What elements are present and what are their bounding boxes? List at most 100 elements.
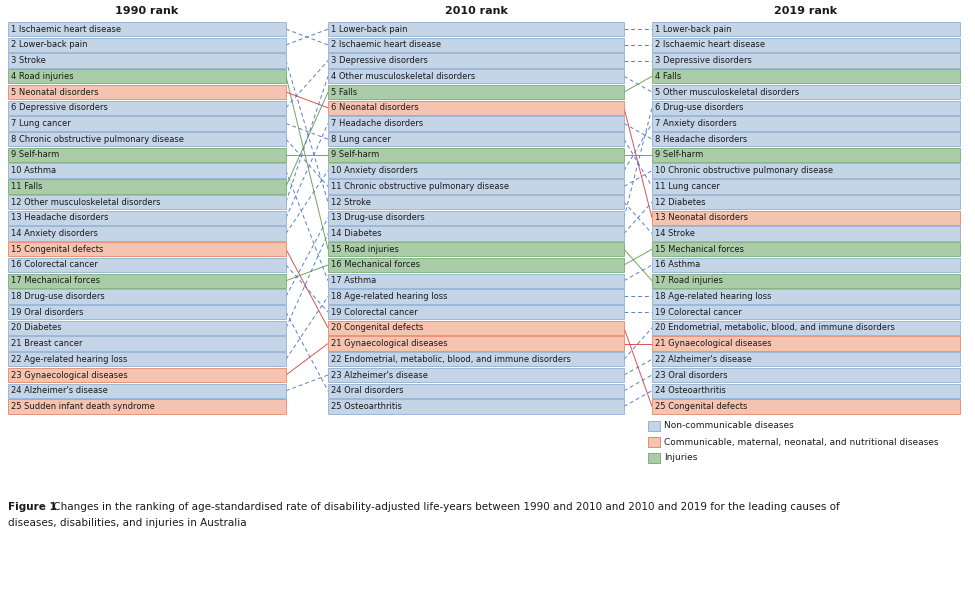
Text: 20 Diabetes: 20 Diabetes <box>11 323 61 332</box>
FancyBboxPatch shape <box>328 53 624 68</box>
Text: 19 Colorectal cancer: 19 Colorectal cancer <box>655 307 742 316</box>
FancyBboxPatch shape <box>328 148 624 162</box>
FancyBboxPatch shape <box>8 242 286 257</box>
FancyBboxPatch shape <box>328 85 624 99</box>
FancyBboxPatch shape <box>8 226 286 240</box>
Text: 24 Osteoarthritis: 24 Osteoarthritis <box>655 386 725 395</box>
Text: 11 Lung cancer: 11 Lung cancer <box>655 182 720 191</box>
FancyBboxPatch shape <box>328 37 624 52</box>
FancyBboxPatch shape <box>652 336 960 351</box>
FancyBboxPatch shape <box>648 437 660 447</box>
FancyBboxPatch shape <box>652 305 960 320</box>
Text: 2019 rank: 2019 rank <box>774 6 838 16</box>
FancyBboxPatch shape <box>652 53 960 68</box>
Text: 4 Road injuries: 4 Road injuries <box>11 72 74 81</box>
Text: 5 Falls: 5 Falls <box>331 88 357 97</box>
Text: 12 Other musculoskeletal disorders: 12 Other musculoskeletal disorders <box>11 198 161 207</box>
FancyBboxPatch shape <box>328 336 624 351</box>
Text: 7 Lung cancer: 7 Lung cancer <box>11 119 71 128</box>
FancyBboxPatch shape <box>8 101 286 115</box>
Text: diseases, disabilities, and injuries in Australia: diseases, disabilities, and injuries in … <box>8 518 247 528</box>
Text: 9 Self-harm: 9 Self-harm <box>331 150 379 159</box>
Text: 14 Anxiety disorders: 14 Anxiety disorders <box>11 229 98 238</box>
Text: 10 Chronic obstructive pulmonary disease: 10 Chronic obstructive pulmonary disease <box>655 166 833 175</box>
FancyBboxPatch shape <box>8 117 286 130</box>
FancyBboxPatch shape <box>652 85 960 99</box>
Text: Communicable, maternal, neonatal, and nutritional diseases: Communicable, maternal, neonatal, and nu… <box>664 437 939 446</box>
Text: 2 Ischaemic heart disease: 2 Ischaemic heart disease <box>655 40 765 50</box>
Text: 7 Anxiety disorders: 7 Anxiety disorders <box>655 119 737 128</box>
Text: 18 Age-related hearing loss: 18 Age-related hearing loss <box>655 292 771 301</box>
FancyBboxPatch shape <box>652 368 960 382</box>
Text: 19 Oral disorders: 19 Oral disorders <box>11 307 84 316</box>
FancyBboxPatch shape <box>328 101 624 115</box>
Text: 1 Ischaemic heart disease: 1 Ischaemic heart disease <box>11 25 121 34</box>
FancyBboxPatch shape <box>652 242 960 257</box>
Text: 20 Endometrial, metabolic, blood, and immune disorders: 20 Endometrial, metabolic, blood, and im… <box>655 323 895 332</box>
FancyBboxPatch shape <box>652 289 960 304</box>
FancyBboxPatch shape <box>652 179 960 193</box>
Text: 1990 rank: 1990 rank <box>115 6 178 16</box>
Text: 11 Falls: 11 Falls <box>11 182 43 191</box>
Text: 4 Falls: 4 Falls <box>655 72 682 81</box>
Text: 23 Oral disorders: 23 Oral disorders <box>655 370 727 379</box>
Text: 17 Asthma: 17 Asthma <box>331 276 376 285</box>
Text: 1 Lower-back pain: 1 Lower-back pain <box>655 25 731 34</box>
FancyBboxPatch shape <box>8 148 286 162</box>
FancyBboxPatch shape <box>8 289 286 304</box>
FancyBboxPatch shape <box>328 179 624 193</box>
Text: 21 Gynaecological diseases: 21 Gynaecological diseases <box>655 339 771 348</box>
Text: Non-communicable diseases: Non-communicable diseases <box>664 422 794 431</box>
Text: 13 Headache disorders: 13 Headache disorders <box>11 213 108 222</box>
FancyBboxPatch shape <box>8 258 286 272</box>
FancyBboxPatch shape <box>652 148 960 162</box>
FancyBboxPatch shape <box>8 132 286 146</box>
FancyBboxPatch shape <box>328 242 624 257</box>
Text: 24 Oral disorders: 24 Oral disorders <box>331 386 404 395</box>
FancyBboxPatch shape <box>328 321 624 335</box>
FancyBboxPatch shape <box>652 195 960 209</box>
FancyBboxPatch shape <box>652 22 960 36</box>
FancyBboxPatch shape <box>328 352 624 367</box>
Text: 8 Chronic obstructive pulmonary disease: 8 Chronic obstructive pulmonary disease <box>11 135 184 144</box>
FancyBboxPatch shape <box>8 399 286 414</box>
Text: 12 Diabetes: 12 Diabetes <box>655 198 706 207</box>
FancyBboxPatch shape <box>8 305 286 320</box>
FancyBboxPatch shape <box>652 117 960 130</box>
Text: 3 Stroke: 3 Stroke <box>11 56 46 65</box>
Text: 6 Drug-use disorders: 6 Drug-use disorders <box>655 103 744 112</box>
Text: 21 Gynaecological diseases: 21 Gynaecological diseases <box>331 339 448 348</box>
Text: Changes in the ranking of age-standardised rate of disability-adjusted life-year: Changes in the ranking of age-standardis… <box>50 502 839 512</box>
Text: 18 Age-related hearing loss: 18 Age-related hearing loss <box>331 292 448 301</box>
Text: 7 Headache disorders: 7 Headache disorders <box>331 119 423 128</box>
Text: 9 Self-harm: 9 Self-harm <box>11 150 59 159</box>
FancyBboxPatch shape <box>652 274 960 288</box>
FancyBboxPatch shape <box>328 117 624 130</box>
FancyBboxPatch shape <box>652 211 960 225</box>
FancyBboxPatch shape <box>328 384 624 398</box>
Text: 11 Chronic obstructive pulmonary disease: 11 Chronic obstructive pulmonary disease <box>331 182 509 191</box>
FancyBboxPatch shape <box>328 195 624 209</box>
FancyBboxPatch shape <box>8 195 286 209</box>
Text: 14 Stroke: 14 Stroke <box>655 229 695 238</box>
FancyBboxPatch shape <box>328 289 624 304</box>
Text: 13 Neonatal disorders: 13 Neonatal disorders <box>655 213 748 222</box>
FancyBboxPatch shape <box>652 399 960 414</box>
Text: 25 Sudden infant death syndrome: 25 Sudden infant death syndrome <box>11 402 155 411</box>
FancyBboxPatch shape <box>8 22 286 36</box>
Text: 24 Alzheimer's disease: 24 Alzheimer's disease <box>11 386 108 395</box>
Text: 23 Alzheimer's disease: 23 Alzheimer's disease <box>331 370 428 379</box>
Text: 25 Congenital defects: 25 Congenital defects <box>655 402 748 411</box>
FancyBboxPatch shape <box>8 368 286 382</box>
Text: 5 Other musculoskeletal disorders: 5 Other musculoskeletal disorders <box>655 88 800 97</box>
FancyBboxPatch shape <box>648 453 660 463</box>
FancyBboxPatch shape <box>652 164 960 178</box>
Text: 2 Lower-back pain: 2 Lower-back pain <box>11 40 88 50</box>
Text: 8 Lung cancer: 8 Lung cancer <box>331 135 391 144</box>
FancyBboxPatch shape <box>652 384 960 398</box>
Text: 15 Road injuries: 15 Road injuries <box>331 245 399 254</box>
FancyBboxPatch shape <box>8 179 286 193</box>
Text: 5 Neonatal disorders: 5 Neonatal disorders <box>11 88 98 97</box>
Text: 1 Lower-back pain: 1 Lower-back pain <box>331 25 408 34</box>
Text: 22 Alzheimer's disease: 22 Alzheimer's disease <box>655 355 752 364</box>
